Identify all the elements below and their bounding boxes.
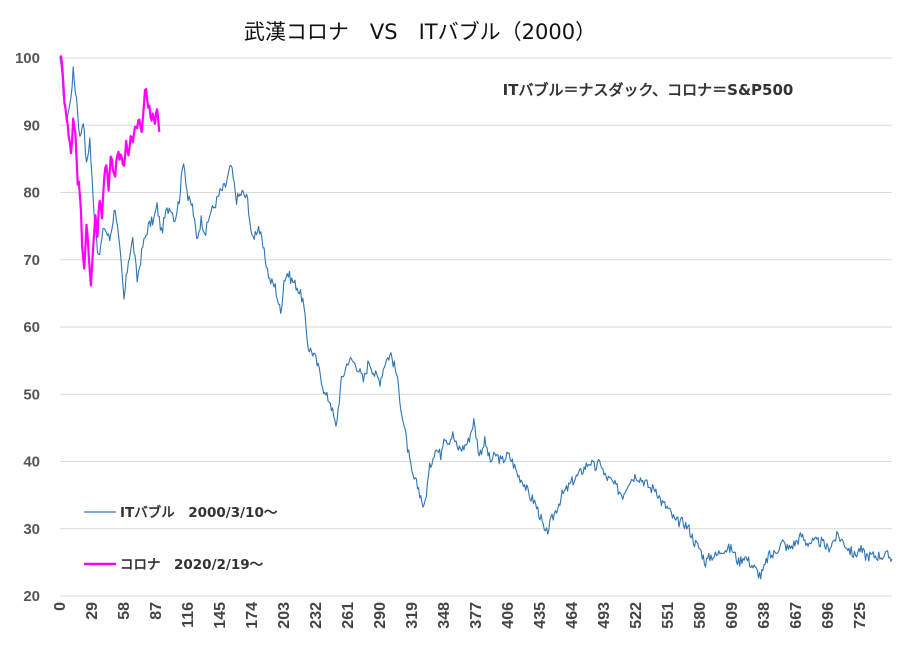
x-tick-label: 232 [308,602,325,629]
x-tick-label: 348 [436,602,453,629]
x-tick-label: 58 [116,602,133,620]
legend-label-it-bubble: ITバブル 2000/3/10～ [120,504,278,521]
x-tick-label: 87 [148,602,165,620]
x-tick-label: 551 [660,602,677,629]
x-tick-label: 493 [596,602,613,629]
x-tick-label: 203 [276,602,293,629]
y-tick-label: 70 [23,252,40,269]
x-tick-label: 174 [244,602,261,629]
legend-label-corona: コロナ 2020/2/19～ [120,557,264,573]
x-tick-label: 261 [340,602,357,629]
y-tick-label: 20 [23,588,40,605]
x-tick-label: 406 [500,602,517,629]
gridlines [60,57,892,597]
x-tick-label: 319 [404,602,421,629]
y-tick-label: 80 [23,185,40,202]
x-tick-label: 696 [820,602,837,629]
legend: ITバブル 2000/3/10～ コロナ 2020/2/19～ [84,504,278,573]
y-tick-label: 90 [23,117,40,134]
chart-title: 武漢コロナ VS ITバブル（2000） [244,20,596,44]
x-tick-label: 464 [564,602,581,629]
y-tick-label: 40 [23,454,40,471]
x-tick-label: 667 [788,602,805,629]
series-lines [59,55,893,580]
y-tick-label: 60 [23,319,40,336]
x-tick-label: 116 [180,602,197,628]
x-tick-label: 435 [532,602,549,629]
y-tick-label: 30 [23,521,40,538]
y-tick-label: 100 [15,50,40,67]
y-axis-ticks: 20 30 40 50 60 70 80 90 100 [15,50,40,605]
x-tick-label: 725 [852,602,869,629]
y-tick-label: 50 [23,386,40,403]
chart-annotation: ITバブル＝ナスダック、コロナ＝S&P500 [503,81,794,99]
x-tick-label: 638 [756,602,773,629]
x-tick-label: 29 [84,602,101,620]
x-tick-label: 145 [212,602,229,629]
x-tick-label: 0 [52,602,69,611]
x-tick-label: 580 [692,602,709,629]
series-line-corona [59,55,161,287]
x-tick-label: 609 [724,602,741,629]
x-tick-label: 522 [628,602,645,629]
x-tick-label: 290 [372,602,389,629]
series-line-it-bubble [59,57,893,580]
x-axis-ticks: 0 29 58 87 116 145 174 203 232 261 290 319 348 377 406… [52,602,869,629]
x-tick-label: 377 [468,602,485,629]
